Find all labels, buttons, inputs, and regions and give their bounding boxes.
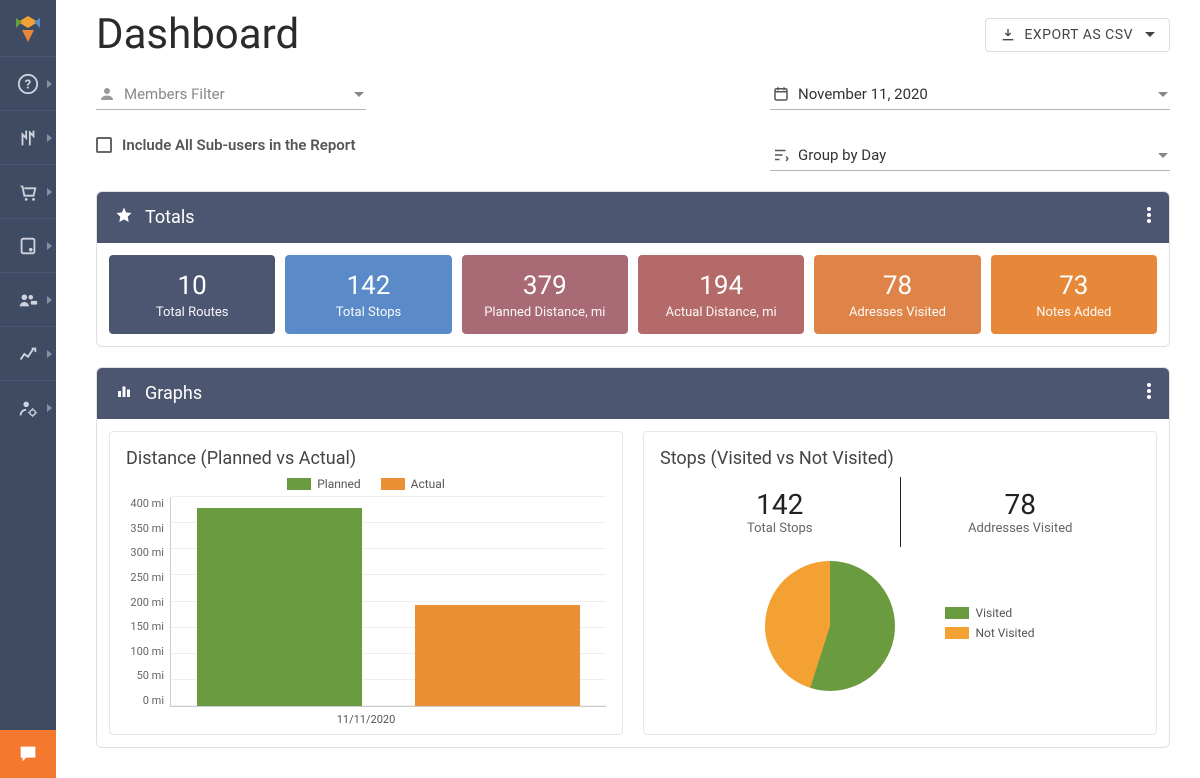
download-icon	[1000, 27, 1016, 43]
chevron-right-icon	[47, 404, 52, 412]
stops-chart-title: Stops (Visited vs Not Visited)	[660, 448, 1140, 469]
sidebar: ?	[0, 0, 56, 778]
star-icon	[115, 206, 133, 229]
chevron-down-icon	[354, 92, 364, 97]
card-value: 78	[822, 271, 972, 301]
card-label: Planned Distance, mi	[470, 305, 620, 320]
svg-text:?: ?	[25, 77, 31, 92]
page-title: Dashboard	[96, 10, 299, 59]
sort-icon	[772, 146, 790, 164]
stat-total-stops-value: 142	[660, 488, 900, 521]
distance-chart-title: Distance (Planned vs Actual)	[126, 448, 606, 469]
totals-card[interactable]: 10 Total Routes	[109, 255, 275, 334]
totals-panel: Totals 10 Total Routes 142 Total Stops 379 Pl…	[96, 191, 1170, 347]
distance-chart-card: Distance (Planned vs Actual) Planned Act…	[109, 431, 623, 735]
legend-actual: Actual	[411, 477, 445, 491]
totals-more-button[interactable]	[1147, 207, 1151, 228]
nav-help[interactable]: ?	[0, 56, 56, 110]
totals-card[interactable]: 73 Notes Added	[991, 255, 1157, 334]
graphs-panel: Graphs Distance (Planned vs Actual) Plan…	[96, 367, 1170, 748]
card-label: Actual Distance, mi	[646, 305, 796, 320]
card-label: Adresses Visited	[822, 305, 972, 320]
chevron-right-icon	[47, 134, 52, 142]
legend-not-visited: Not Visited	[975, 626, 1034, 640]
members-filter-placeholder: Members Filter	[124, 85, 225, 103]
card-label: Total Stops	[293, 305, 443, 320]
export-csv-button[interactable]: EXPORT AS CSV	[985, 18, 1170, 52]
graphs-title: Graphs	[145, 383, 202, 404]
app-logo	[0, 0, 56, 56]
nav-addressbook[interactable]	[0, 218, 56, 272]
chevron-down-icon	[1158, 153, 1168, 158]
date-value: November 11, 2020	[798, 85, 928, 103]
calendar-icon	[772, 85, 790, 103]
stat-total-stops-label: Total Stops	[660, 521, 900, 536]
include-subusers-checkbox[interactable]: Include All Sub-users in the Report	[96, 136, 366, 154]
x-axis-label: 11/11/2020	[126, 713, 606, 726]
person-icon	[98, 85, 116, 103]
checkbox-icon	[96, 137, 112, 153]
chevron-right-icon	[47, 188, 52, 196]
totals-card[interactable]: 142 Total Stops	[285, 255, 451, 334]
card-value: 73	[999, 271, 1149, 301]
stops-pie-legend: Visited Not Visited	[945, 606, 1034, 646]
date-select[interactable]: November 11, 2020	[770, 79, 1170, 110]
group-by-select[interactable]: Group by Day	[770, 140, 1170, 171]
more-vertical-icon	[1147, 207, 1151, 223]
legend-visited: Visited	[975, 606, 1012, 620]
include-subusers-label: Include All Sub-users in the Report	[122, 136, 356, 154]
totals-card[interactable]: 379 Planned Distance, mi	[462, 255, 628, 334]
nav-analytics[interactable]	[0, 326, 56, 380]
legend-planned: Planned	[317, 477, 360, 491]
nav-routes[interactable]	[0, 110, 56, 164]
bar-planned	[197, 508, 362, 706]
graphs-more-button[interactable]	[1147, 383, 1151, 404]
chevron-right-icon	[47, 350, 52, 358]
members-filter-select[interactable]: Members Filter	[96, 79, 366, 110]
nav-orders[interactable]	[0, 164, 56, 218]
totals-card[interactable]: 194 Actual Distance, mi	[638, 255, 804, 334]
card-value: 10	[117, 271, 267, 301]
chat-button[interactable]	[0, 730, 56, 778]
export-label: EXPORT AS CSV	[1024, 27, 1133, 43]
card-value: 379	[470, 271, 620, 301]
chevron-right-icon	[47, 242, 52, 250]
bar-actual	[415, 605, 580, 706]
bar-plot	[170, 497, 606, 707]
card-value: 194	[646, 271, 796, 301]
stat-visited-label: Addresses Visited	[901, 521, 1141, 536]
chevron-right-icon	[47, 296, 52, 304]
totals-cards: 10 Total Routes 142 Total Stops 379 Planned D…	[109, 255, 1157, 334]
card-label: Notes Added	[999, 305, 1149, 320]
nav-team[interactable]	[0, 272, 56, 326]
stat-total-stops: 142 Total Stops	[660, 488, 900, 536]
card-label: Total Routes	[117, 305, 267, 320]
chevron-down-icon	[1158, 92, 1168, 97]
distance-chart-legend: Planned Actual	[126, 477, 606, 491]
bar-chart-icon	[115, 382, 133, 405]
more-vertical-icon	[1147, 383, 1151, 399]
chevron-right-icon	[47, 80, 52, 88]
totals-card[interactable]: 78 Adresses Visited	[814, 255, 980, 334]
stat-visited-value: 78	[901, 488, 1141, 521]
main-content: Dashboard EXPORT AS CSV Members Filter I…	[56, 0, 1200, 778]
chevron-down-icon	[1145, 32, 1155, 37]
stops-chart-card: Stops (Visited vs Not Visited) 142 Total…	[643, 431, 1157, 735]
group-by-value: Group by Day	[798, 146, 886, 164]
totals-panel-header: Totals	[97, 192, 1169, 243]
totals-title: Totals	[145, 207, 194, 228]
stat-addresses-visited: 78 Addresses Visited	[901, 488, 1141, 536]
nav-user-settings[interactable]	[0, 380, 56, 434]
card-value: 142	[293, 271, 443, 301]
stops-pie	[765, 561, 895, 691]
graphs-panel-header: Graphs	[97, 368, 1169, 419]
y-axis: 400 mi350 mi300 mi250 mi200 mi150 mi100 …	[126, 497, 170, 707]
